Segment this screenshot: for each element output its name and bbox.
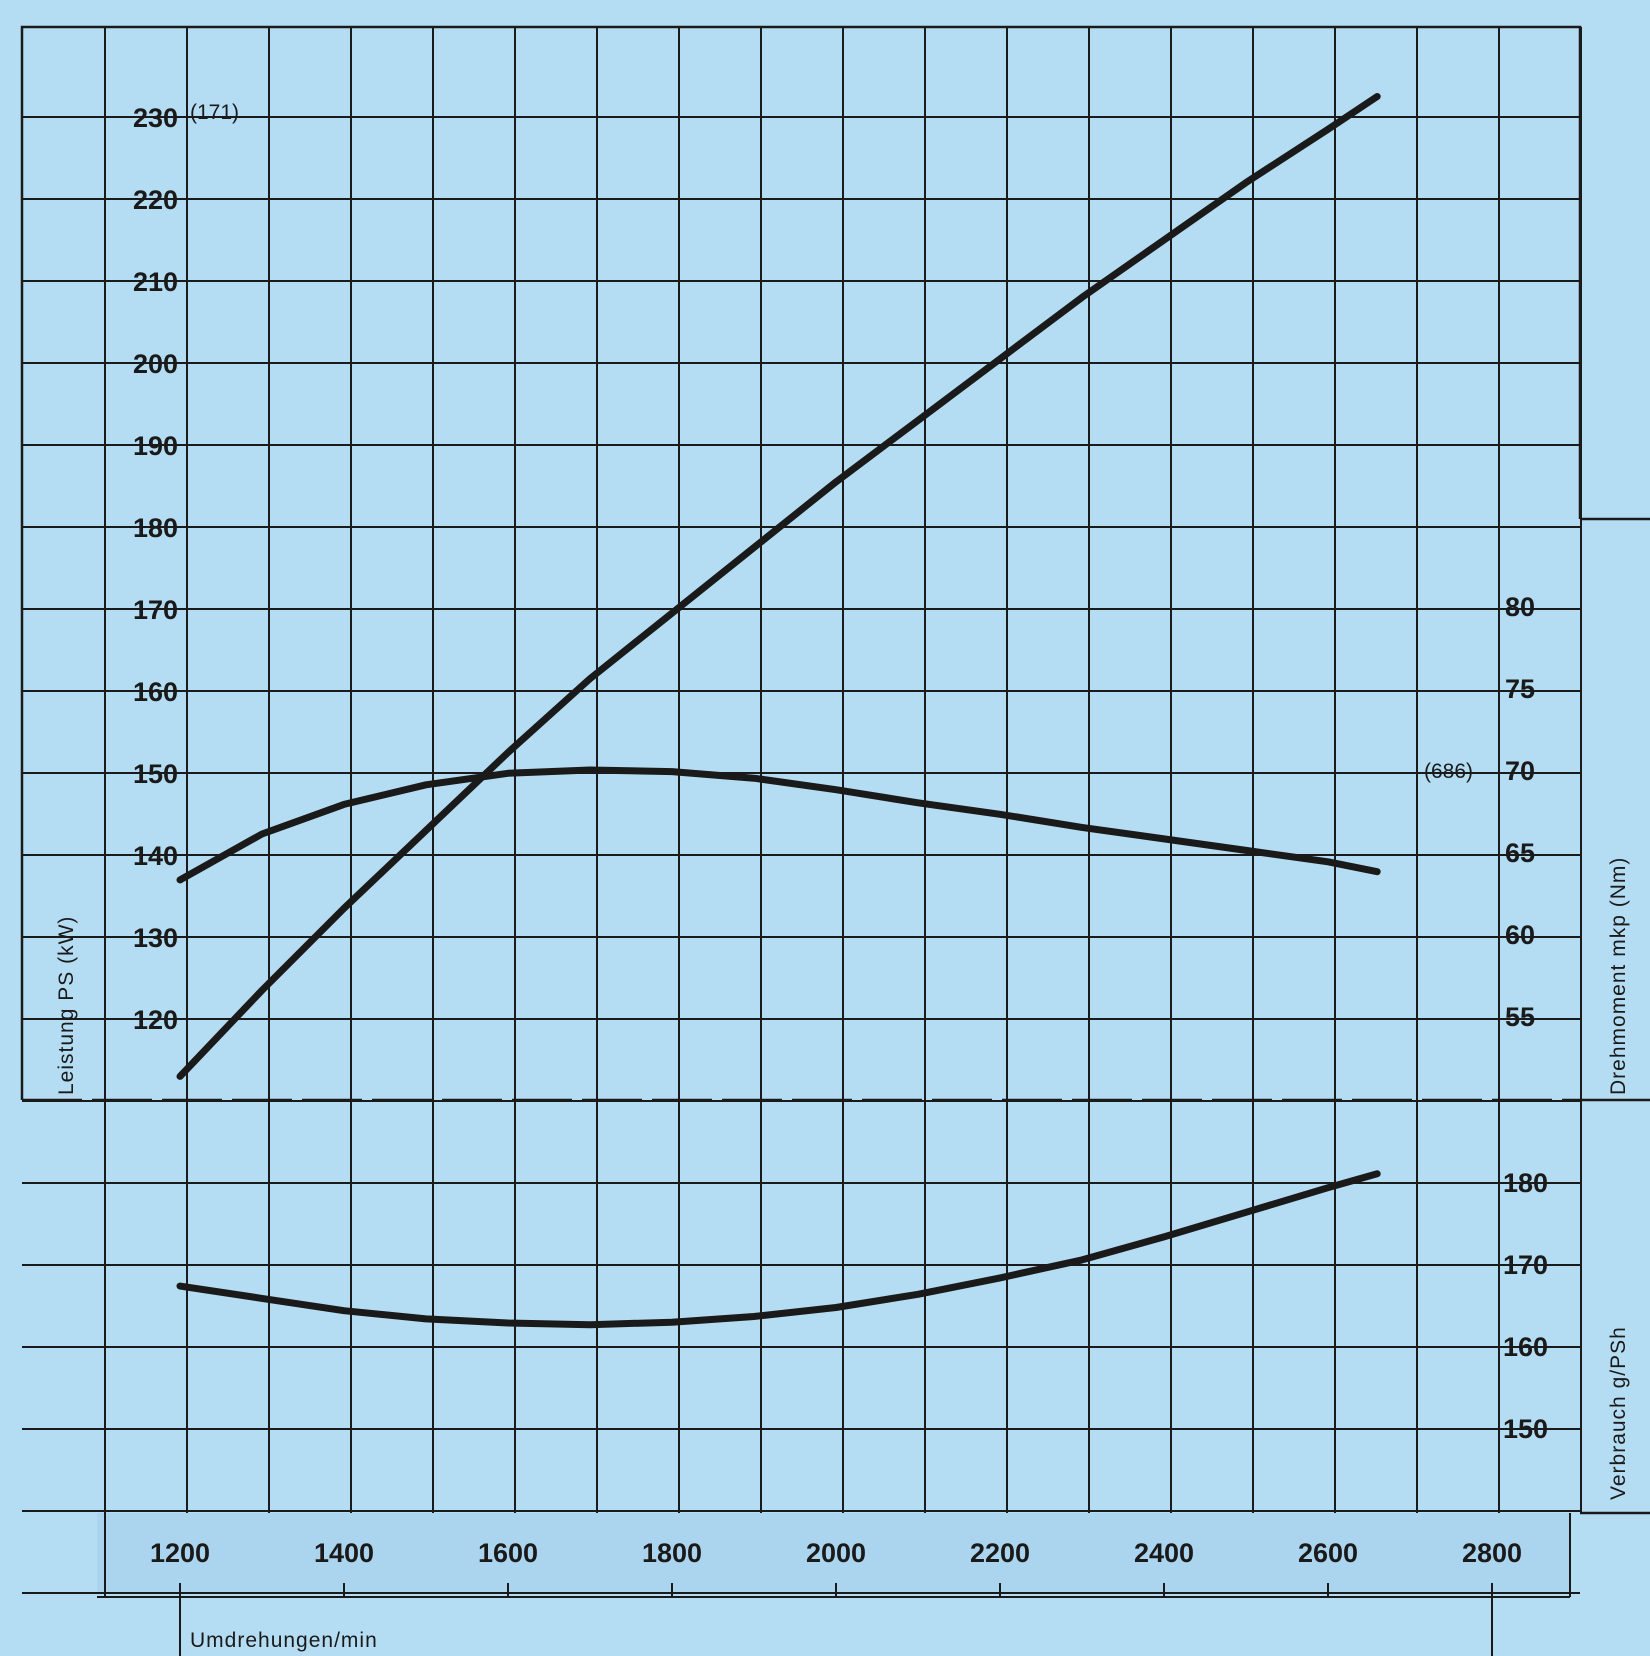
tick-labels: 1200 1400 1600 1800 2000 2200 2400 2600 2800 230 2… (133, 103, 1548, 1568)
power-max-annotation: (171) (190, 101, 239, 124)
torque-curve (176, 766, 1381, 884)
right-consumption-axis-label: Verbrauch g/PSh (1607, 1326, 1630, 1500)
left-tick-label: 190 (133, 431, 178, 461)
chart-curves (176, 93, 1381, 1329)
consumption-curve (176, 1170, 1381, 1329)
torque-max-annotation: (686) (1424, 760, 1473, 783)
left-tick-label: 140 (133, 841, 178, 871)
torque-tick-label: 65 (1505, 838, 1535, 868)
consumption-tick-label: 150 (1503, 1414, 1548, 1444)
x-tick-label: 1400 (314, 1538, 374, 1568)
left-tick-label: 230 (133, 103, 178, 133)
torque-tick-label: 75 (1505, 674, 1535, 704)
consumption-tick-label: 180 (1503, 1168, 1548, 1198)
consumption-tick-label: 160 (1503, 1332, 1548, 1362)
x-tick-label: 2200 (970, 1538, 1030, 1568)
chart-background (97, 1513, 1570, 1593)
left-tick-label: 180 (133, 513, 178, 543)
x-tick-label: 1200 (150, 1538, 210, 1568)
x-tick-label: 1800 (642, 1538, 702, 1568)
left-tick-label: 210 (133, 267, 178, 297)
left-axis-label: Leistung PS (kW) (55, 916, 78, 1095)
left-tick-label: 220 (133, 185, 178, 215)
x-tick-label: 2800 (1462, 1538, 1522, 1568)
x-axis-strip (97, 1513, 1570, 1593)
x-tick-label: 1600 (478, 1538, 538, 1568)
x-axis-label: Umdrehungen/min (190, 1629, 378, 1652)
consumption-tick-label: 170 (1503, 1250, 1548, 1280)
torque-tick-label: 70 (1505, 756, 1535, 786)
torque-tick-label: 80 (1505, 592, 1535, 622)
upper-frame (20, 25, 1582, 1100)
right-torque-axis-label: Drehmoment mkp (Nm) (1607, 857, 1630, 1095)
x-tick-label: 2600 (1298, 1538, 1358, 1568)
left-tick-label: 170 (133, 595, 178, 625)
left-tick-label: 200 (133, 349, 178, 379)
left-tick-label: 160 (133, 677, 178, 707)
x-tick-label: 2000 (806, 1538, 866, 1568)
chart-grid (20, 25, 1650, 1656)
left-tick-label: 150 (133, 759, 178, 789)
torque-tick-label: 60 (1505, 920, 1535, 950)
left-tick-label: 130 (133, 923, 178, 953)
power-curve (176, 93, 1381, 1080)
x-tick-label: 2400 (1134, 1538, 1194, 1568)
torque-tick-label: 55 (1505, 1002, 1535, 1032)
left-tick-label: 120 (133, 1005, 178, 1035)
